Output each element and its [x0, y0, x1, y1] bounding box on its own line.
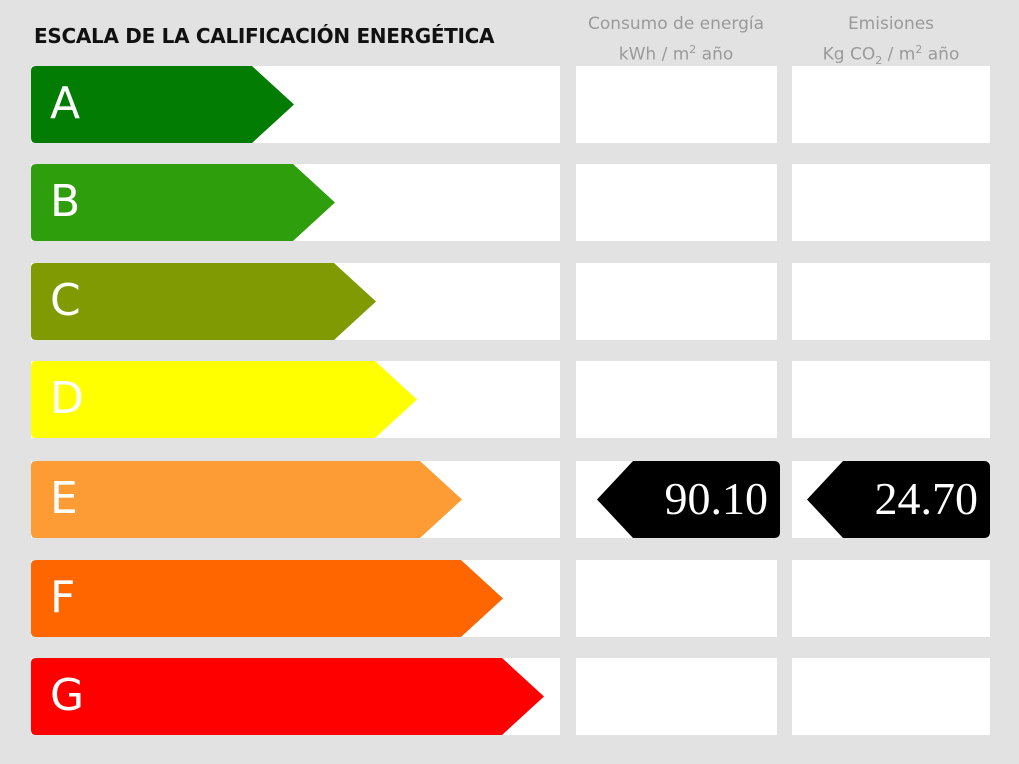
rating-letter: E: [50, 473, 78, 524]
rating-letter: B: [50, 176, 81, 227]
page-title: ESCALA DE LA CALIFICACIÓN ENERGÉTICA: [34, 24, 495, 48]
emissions-header-label: Emisiones: [847, 14, 935, 34]
rating-row-b: B: [31, 164, 560, 241]
rating-letter: G: [50, 670, 85, 721]
rating-arrow-c: [31, 263, 376, 340]
emissions-value: 24.70: [874, 473, 979, 524]
rating-row-a: A: [31, 66, 560, 143]
emissions-header-unit: Kg CO2 / m2 año: [822, 43, 960, 68]
energy-column-header: Consumo de energía kWh / m2 año: [566, 12, 786, 68]
energy-cell-f: [576, 560, 777, 637]
energy-header-unit: kWh / m2 año: [618, 43, 734, 65]
rating-arrow-d: [31, 361, 417, 438]
rating-row-c: C: [31, 263, 560, 340]
rating-row-f: F: [31, 560, 560, 637]
energy-header-label: Consumo de energía: [587, 14, 764, 34]
energy-value: 90.10: [664, 473, 769, 524]
emissions-column-header: Emisiones Kg CO2 / m2 año: [781, 12, 1001, 73]
rating-row-g: G: [31, 658, 560, 735]
emissions-cell-c: [792, 263, 990, 340]
energy-cell-g: [576, 658, 777, 735]
rating-row-d: D: [31, 361, 560, 438]
rating-arrow-e: [31, 461, 462, 538]
rating-letter: F: [50, 572, 76, 623]
rating-letter: A: [50, 78, 81, 129]
emissions-value-marker: [807, 461, 990, 538]
rating-letter: D: [50, 373, 84, 424]
emissions-cell-g: [792, 658, 990, 735]
rating-arrow-b: [31, 164, 335, 241]
emissions-cell-f: [792, 560, 990, 637]
rating-arrow-a: [31, 66, 294, 143]
rating-row-e: E: [31, 461, 560, 538]
energy-cell-a: [576, 66, 777, 143]
energy-cell-c: [576, 263, 777, 340]
energy-value-marker: [597, 461, 780, 538]
rating-arrow-f: [31, 560, 503, 637]
emissions-cell-a: [792, 66, 990, 143]
energy-cell-b: [576, 164, 777, 241]
emissions-cell-b: [792, 164, 990, 241]
rating-arrow-g: [31, 658, 544, 735]
rating-letter: C: [50, 275, 81, 326]
energy-cell-d: [576, 361, 777, 438]
emissions-cell-d: [792, 361, 990, 438]
